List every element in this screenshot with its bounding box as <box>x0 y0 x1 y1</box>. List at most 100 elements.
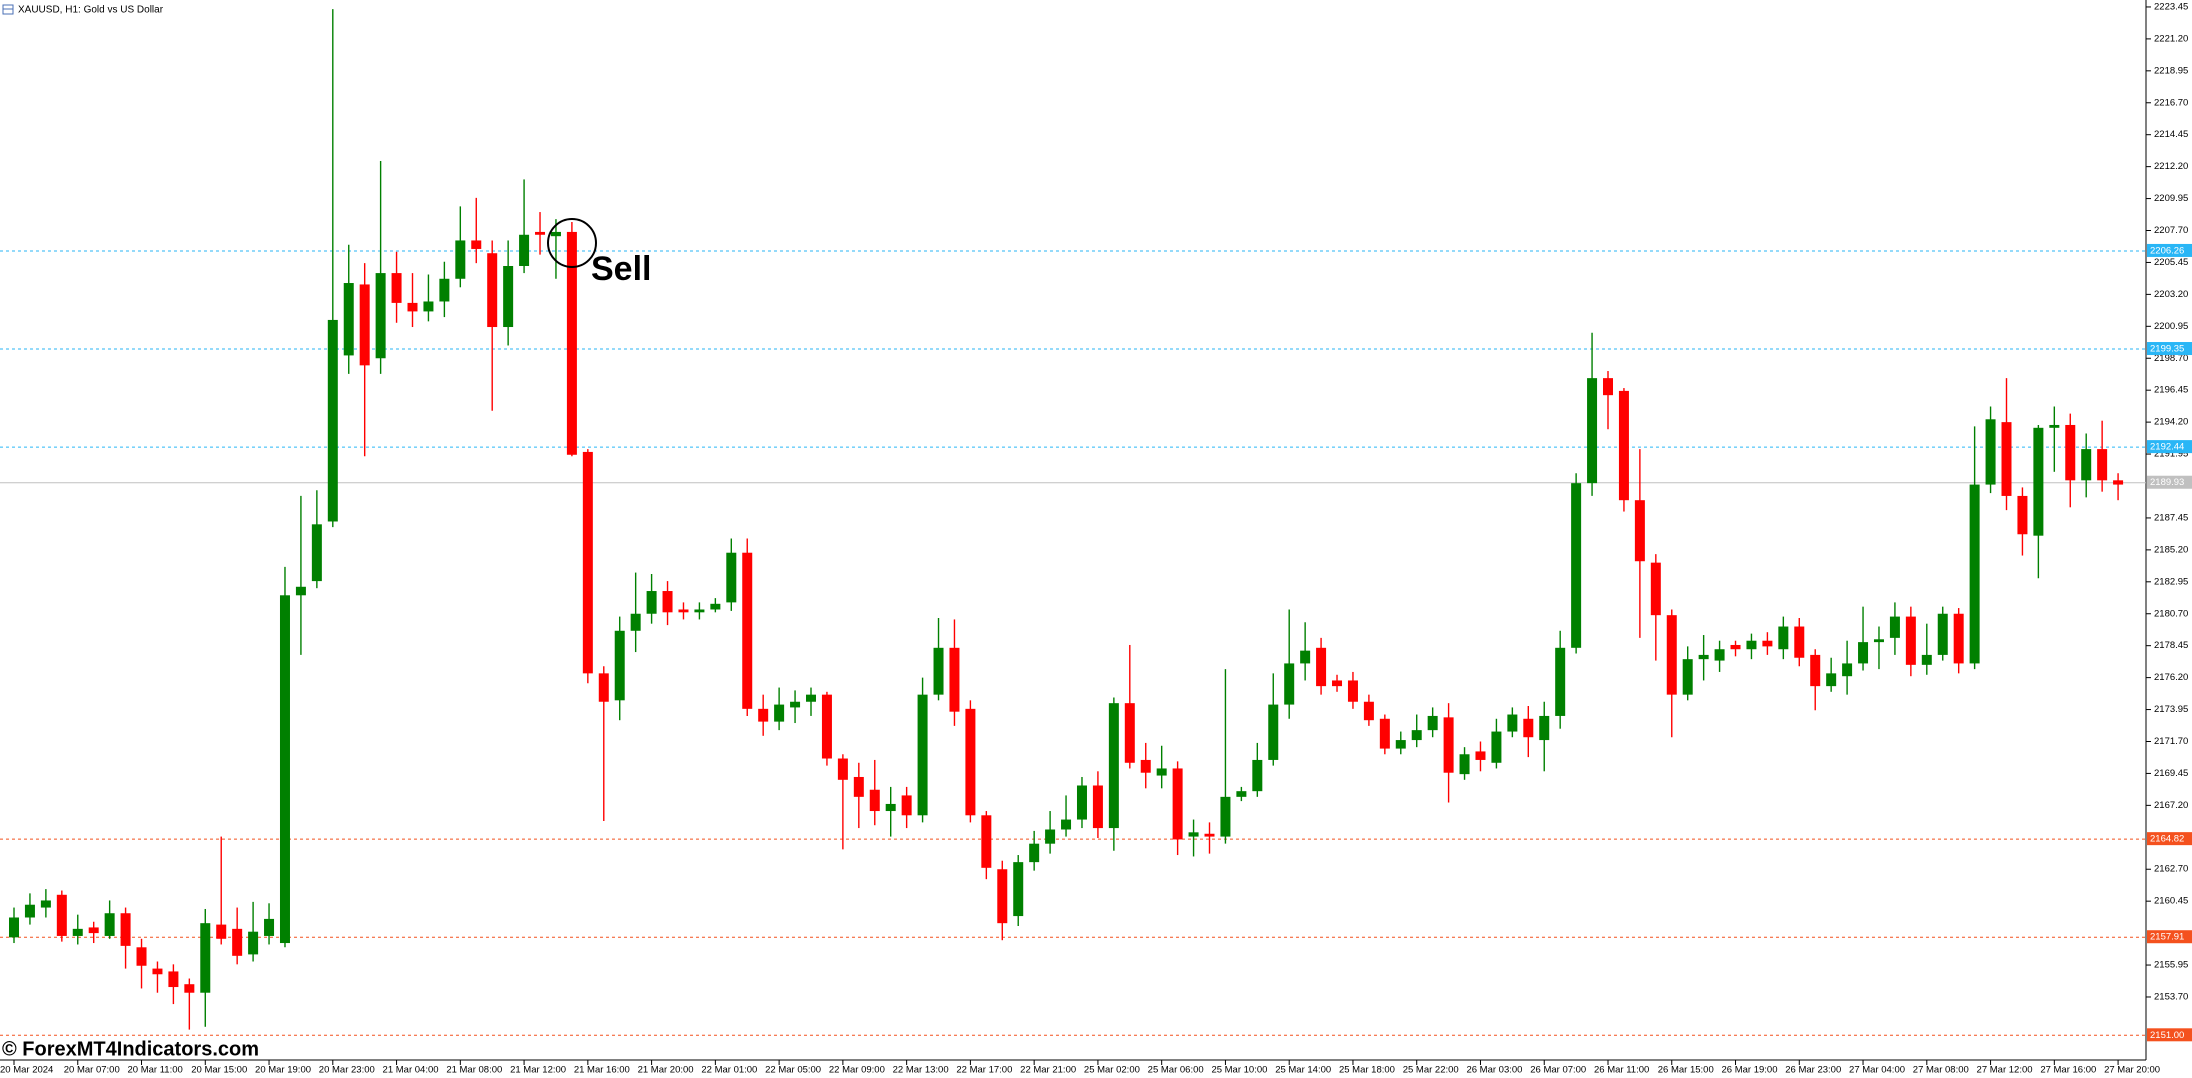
candle-body <box>853 776 864 797</box>
x-tick-label: 25 Mar 02:00 <box>1084 1065 1140 1076</box>
candle-body <box>1698 654 1709 660</box>
candle-body <box>1953 613 1964 664</box>
level-label-box <box>2147 243 2192 257</box>
candle-body <box>503 265 514 328</box>
watermark: © ForexMT4Indicators.com <box>2 1038 259 1060</box>
level-label: 2199.35 <box>2150 344 2184 355</box>
candle-body <box>614 630 625 701</box>
candle-body <box>136 947 147 966</box>
x-tick-label: 20 Mar 11:00 <box>128 1065 183 1076</box>
candle-body <box>566 231 577 455</box>
candle-body <box>1220 796 1231 837</box>
candle-body <box>1347 680 1358 702</box>
candle-body <box>407 302 418 312</box>
candle-body <box>327 319 338 522</box>
candle-body <box>1108 703 1119 829</box>
candle-body <box>806 694 816 702</box>
candle-body <box>1618 390 1629 501</box>
candle-body <box>1332 680 1343 687</box>
level-label-box <box>2147 832 2192 846</box>
y-tick-label: 2176.20 <box>2154 672 2188 683</box>
candle-body <box>9 917 19 938</box>
candle-body <box>1156 768 1167 776</box>
candle-body <box>1316 647 1327 687</box>
candle-body <box>630 613 641 631</box>
x-tick-label: 27 Mar 16:00 <box>2040 1065 2096 1076</box>
x-tick-label: 26 Mar 19:00 <box>1722 1065 1778 1076</box>
candle-body <box>1778 626 1789 650</box>
y-tick-label: 2214.45 <box>2154 129 2188 140</box>
candle-body <box>248 931 259 955</box>
candle-body <box>216 924 227 939</box>
y-tick-label: 2209.95 <box>2154 193 2188 204</box>
candle-body <box>1730 644 1741 650</box>
x-tick-label: 22 Mar 09:00 <box>829 1065 885 1076</box>
candle-body <box>88 927 99 934</box>
x-tick-label: 20 Mar 15:00 <box>191 1065 247 1076</box>
candle-body <box>917 694 928 816</box>
candle-body <box>678 609 689 613</box>
x-tick-label: 27 Mar 08:00 <box>1913 1065 1969 1076</box>
candle-body <box>1092 785 1103 829</box>
x-tick-label: 21 Mar 04:00 <box>383 1065 439 1076</box>
candle-body <box>1459 754 1470 775</box>
candle-body <box>279 595 290 944</box>
candle-body <box>1826 673 1837 687</box>
candle-body <box>1555 647 1566 716</box>
y-tick-label: 2200.95 <box>2154 321 2188 332</box>
x-tick-label: 22 Mar 21:00 <box>1020 1065 1076 1076</box>
level-label: 2164.82 <box>2150 834 2184 845</box>
candle-body <box>1507 714 1518 732</box>
x-tick-label: 25 Mar 22:00 <box>1403 1065 1459 1076</box>
y-tick-label: 2207.70 <box>2154 225 2188 236</box>
candle-body <box>1746 640 1757 650</box>
candle-body <box>1634 500 1645 562</box>
x-tick-label: 22 Mar 01:00 <box>701 1065 757 1076</box>
candle-body <box>1539 715 1550 741</box>
candle-body <box>949 647 960 712</box>
candle-body <box>790 701 801 708</box>
candle-body <box>710 603 721 610</box>
y-tick-label: 2160.45 <box>2154 896 2188 907</box>
candle-body <box>1714 649 1725 661</box>
candle-body <box>1045 829 1056 844</box>
candle-body <box>1905 616 1916 665</box>
candle-body <box>1013 862 1024 917</box>
level-label-box <box>2147 475 2192 489</box>
candle-body <box>1666 615 1677 695</box>
candle-body <box>1921 654 1932 665</box>
candle-body <box>72 928 83 936</box>
candle-body <box>1475 751 1486 760</box>
candle-body <box>200 923 211 993</box>
candle-body <box>24 904 35 918</box>
candle-body <box>1443 717 1454 773</box>
candle-body <box>1236 791 1247 797</box>
candle-body <box>104 913 115 936</box>
candle-body <box>1937 613 1948 655</box>
candle-body <box>997 869 1008 924</box>
candle-body <box>1029 843 1040 863</box>
candle-body <box>1379 718 1390 749</box>
candle-body <box>423 301 434 312</box>
x-tick-label: 25 Mar 14:00 <box>1275 1065 1331 1076</box>
y-tick-label: 2185.20 <box>2154 544 2188 555</box>
candle-body <box>1284 663 1295 705</box>
y-tick-label: 2155.95 <box>2154 960 2188 971</box>
candle-body <box>1140 759 1151 773</box>
x-tick-label: 25 Mar 18:00 <box>1339 1065 1395 1076</box>
x-tick-label: 21 Mar 08:00 <box>446 1065 502 1076</box>
level-label: 2206.26 <box>2150 245 2184 256</box>
candle-body <box>742 552 753 709</box>
candle-body <box>1985 419 1996 485</box>
sell-circle <box>547 218 597 268</box>
candle-body <box>295 586 306 596</box>
candle-body <box>1363 701 1374 721</box>
y-tick-label: 2221.20 <box>2154 33 2188 44</box>
sell-annotation: Sell <box>591 250 651 288</box>
candle-body <box>869 789 880 812</box>
candle-body <box>646 591 657 614</box>
x-tick-label: 27 Mar 12:00 <box>1977 1065 2033 1076</box>
